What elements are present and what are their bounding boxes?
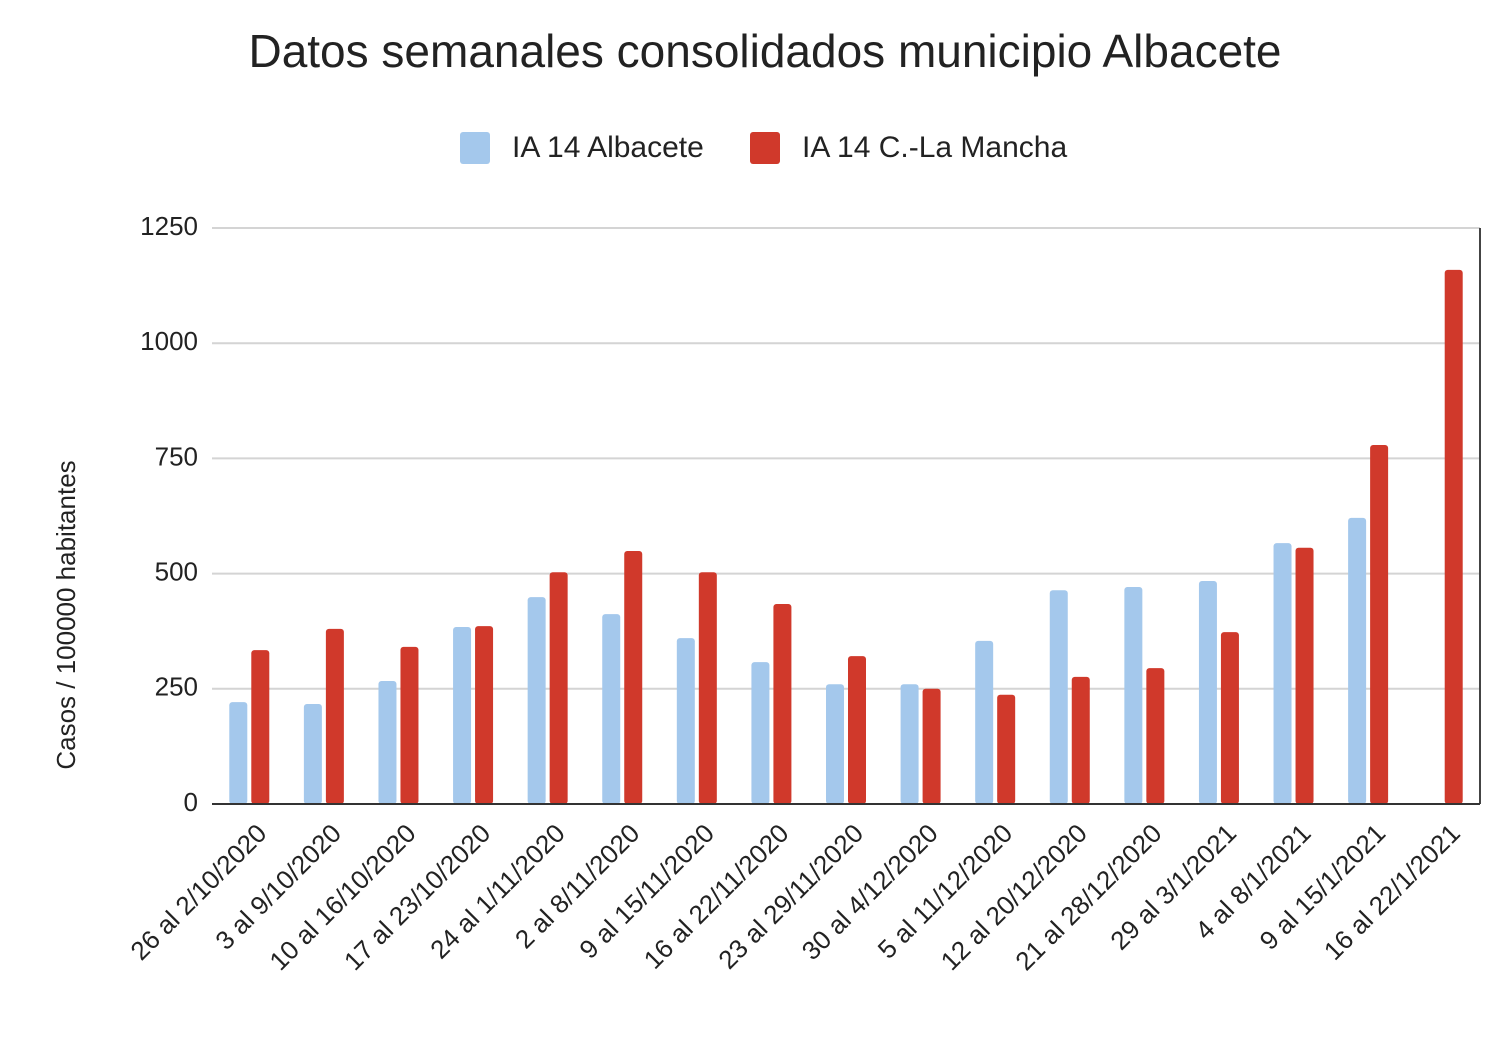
bar <box>378 680 397 804</box>
bar <box>826 684 844 804</box>
x-tick-label: 24 al 1/11/2020 <box>424 818 571 965</box>
y-axis-title: Casos / 100000 habitantes <box>51 460 81 769</box>
bar <box>1273 543 1292 804</box>
bar <box>1198 580 1217 804</box>
bar <box>527 597 546 804</box>
y-tick-label: 250 <box>155 672 198 702</box>
legend-swatch <box>460 132 490 164</box>
bar <box>773 604 792 804</box>
bar <box>1146 668 1165 804</box>
bar <box>900 684 919 804</box>
chart-title: Datos semanales consolidados municipio A… <box>248 25 1281 77</box>
bar <box>1049 590 1068 804</box>
x-tick-label: 9 al 15/11/2020 <box>573 818 720 965</box>
bar <box>549 572 568 804</box>
bar <box>676 638 695 804</box>
y-tick-label: 0 <box>184 787 198 817</box>
bar <box>751 662 770 804</box>
legend-label: IA 14 Albacete <box>512 131 704 164</box>
bar <box>848 656 866 804</box>
bar <box>453 627 472 804</box>
bar <box>1295 547 1314 804</box>
bar <box>602 614 621 804</box>
y-tick-label: 1250 <box>140 211 198 241</box>
bar <box>922 688 941 804</box>
x-tick-label: 26 al 2/10/2020 <box>124 818 272 966</box>
y-tick-label: 500 <box>155 556 198 586</box>
bar <box>1370 445 1389 804</box>
bar <box>624 551 643 804</box>
y-tick-label: 750 <box>155 441 198 471</box>
x-tick-label: 5 al 11/12/2020 <box>872 818 1019 965</box>
bar <box>997 694 1016 804</box>
bar <box>229 702 248 804</box>
bar <box>1220 632 1239 804</box>
bar <box>400 646 419 804</box>
y-tick-label: 1000 <box>140 326 198 356</box>
bar <box>1124 586 1143 804</box>
bar <box>975 640 994 804</box>
bar <box>1444 269 1463 804</box>
legend-swatch <box>750 132 780 164</box>
bar <box>303 704 322 804</box>
bar <box>251 650 270 804</box>
bar <box>475 626 494 804</box>
bar <box>1348 517 1367 804</box>
bar <box>325 628 344 804</box>
bar <box>1071 676 1090 804</box>
x-tick-label: 16 al 22/1/2021 <box>1318 818 1466 966</box>
legend-label: IA 14 C.-La Mancha <box>802 131 1067 164</box>
bar <box>698 572 717 804</box>
x-tick-label: 30 al 4/12/2020 <box>796 818 944 966</box>
